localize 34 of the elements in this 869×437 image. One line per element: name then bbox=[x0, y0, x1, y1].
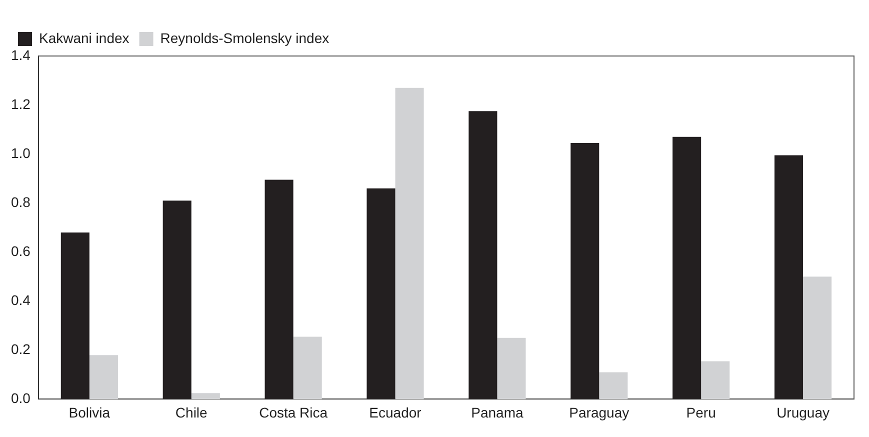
bar bbox=[570, 143, 600, 400]
bar bbox=[395, 88, 424, 400]
x-tick-label: Panama bbox=[471, 404, 524, 420]
y-tick-label: 1.2 bbox=[10, 96, 31, 112]
y-tick-label: 0.4 bbox=[10, 292, 31, 308]
bar bbox=[774, 155, 804, 400]
legend-label: Kakwani index bbox=[39, 30, 130, 46]
bar bbox=[60, 232, 90, 400]
bar bbox=[468, 111, 498, 400]
bar bbox=[191, 393, 220, 400]
y-tick-label: 0.6 bbox=[10, 242, 31, 259]
bar bbox=[89, 355, 118, 400]
x-tick-label: Costa Rica bbox=[259, 404, 328, 420]
y-tick-label: 0.2 bbox=[10, 341, 31, 358]
bar bbox=[701, 361, 730, 400]
y-tick-label: 0.0 bbox=[10, 390, 31, 406]
y-tick-label: 1.0 bbox=[10, 144, 31, 161]
bar bbox=[497, 338, 526, 400]
bar bbox=[293, 336, 322, 400]
bar bbox=[162, 200, 192, 400]
x-tick-label: Uruguay bbox=[776, 404, 830, 420]
bar bbox=[803, 276, 832, 400]
legend-label: Reynolds-Smolensky index bbox=[160, 30, 330, 46]
x-tick-label: Bolivia bbox=[68, 404, 110, 420]
x-tick-label: Paraguay bbox=[569, 404, 630, 420]
bar bbox=[599, 372, 628, 400]
bar bbox=[264, 180, 294, 400]
x-tick-label: Ecuador bbox=[369, 404, 422, 420]
bar bbox=[366, 188, 396, 400]
x-tick-label: Peru bbox=[686, 404, 716, 420]
x-tick-label: Chile bbox=[175, 404, 208, 420]
y-tick-label: 0.8 bbox=[10, 194, 31, 210]
bar bbox=[672, 136, 702, 400]
y-tick-label: 1.4 bbox=[10, 46, 31, 63]
